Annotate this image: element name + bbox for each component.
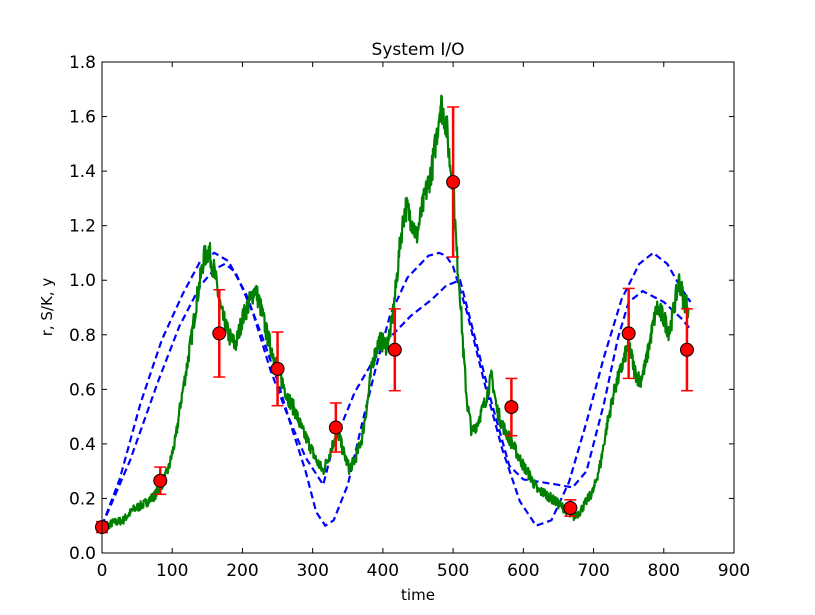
observation-point (621, 326, 636, 341)
observation-point (153, 473, 168, 488)
y-tick-label: 1.6 (69, 108, 96, 128)
x-tick-label: 300 (296, 561, 328, 581)
chart-title: System I/O (372, 40, 465, 60)
y-tick-label: 1.8 (69, 53, 96, 73)
y-tick-label: 0.6 (69, 380, 96, 400)
y-axis-label: r, S/K, y (38, 278, 56, 337)
axes-frame (101, 61, 735, 554)
reference-line-1 (100, 262, 692, 527)
observation-point (504, 400, 519, 415)
state-line (100, 94, 690, 533)
observation-point (270, 361, 285, 376)
x-tick-label: 400 (367, 561, 399, 581)
x-tick-label: 200 (226, 561, 258, 581)
observation-point (563, 500, 578, 515)
y-ticks: 0.0 0.2 0.4 0.6 0.8 1.0 1.2 1.4 1.6 1.8 (69, 53, 734, 564)
x-axis-label: time (401, 586, 435, 604)
y-tick-label: 0.8 (69, 326, 96, 346)
x-tick-label: 0 (97, 561, 108, 581)
observation-point (387, 342, 402, 357)
x-tick-label: 800 (648, 561, 680, 581)
reference-line-0 (100, 251, 692, 528)
observation-point (446, 175, 461, 190)
observation-point (212, 326, 227, 341)
x-tick-label: 600 (507, 561, 539, 581)
y-tick-label: 0.0 (69, 544, 96, 564)
series-layer (95, 94, 694, 535)
x-tick-label: 100 (156, 561, 188, 581)
y-tick-label: 0.2 (69, 489, 96, 509)
observation-point (328, 420, 343, 435)
y-tick-label: 1.4 (69, 162, 96, 182)
observation-point (679, 342, 694, 357)
x-tick-label: 900 (718, 561, 750, 581)
x-ticks: 0 100 200 300 400 500 600 700 800 900 (97, 62, 750, 581)
y-tick-label: 0.4 (69, 435, 96, 455)
y-tick-label: 1.2 (69, 217, 96, 237)
x-tick-label: 700 (577, 561, 609, 581)
x-tick-label: 500 (437, 561, 469, 581)
plot-area: 0 100 200 300 400 500 600 700 800 900 0.00.20.40.… (69, 53, 750, 581)
y-tick-label: 1.0 (69, 271, 96, 291)
